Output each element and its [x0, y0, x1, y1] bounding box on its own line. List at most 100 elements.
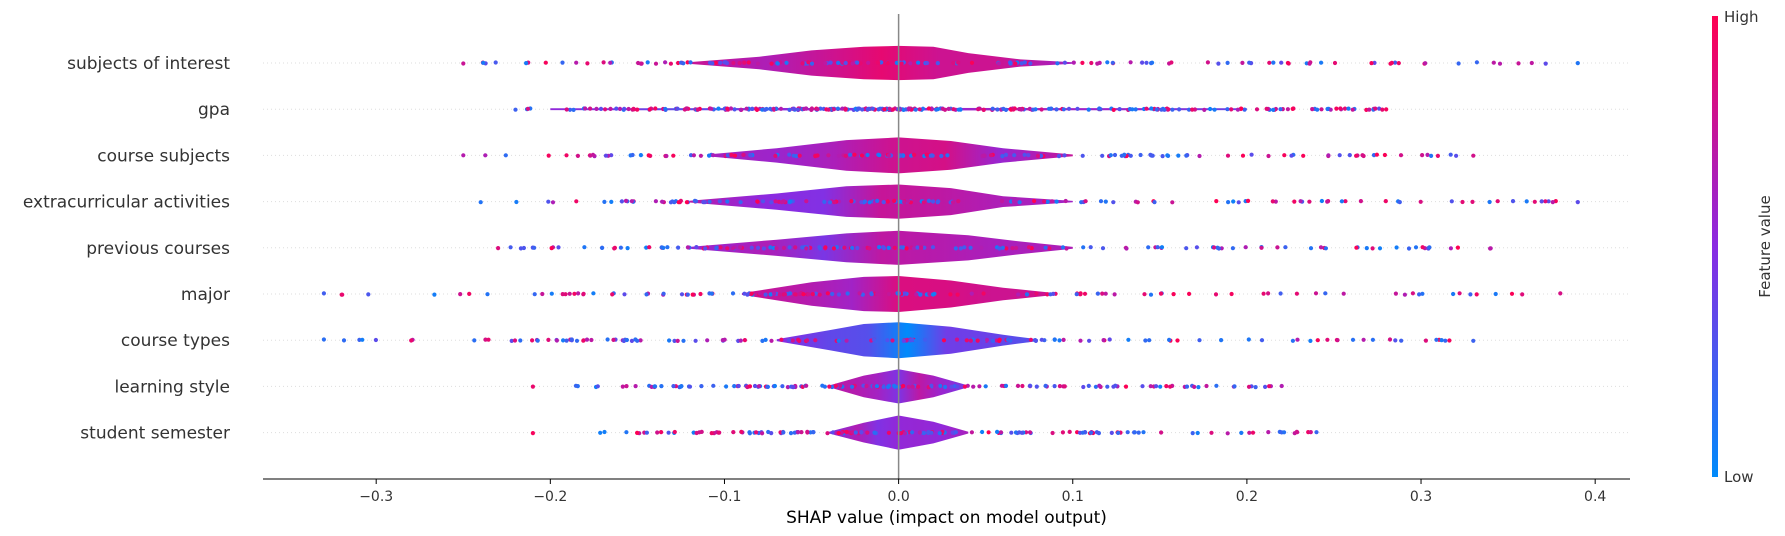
shap-point	[976, 107, 981, 112]
shap-point	[601, 60, 606, 65]
shap-point	[815, 107, 820, 112]
shap-point	[1279, 383, 1284, 389]
shap-point	[728, 106, 734, 111]
shap-point	[1208, 106, 1213, 112]
shap-point	[1232, 384, 1237, 389]
shap-point	[722, 337, 727, 342]
shap-point	[1116, 430, 1121, 435]
shap-point	[1123, 384, 1129, 389]
shap-point	[622, 292, 627, 297]
shap-point	[865, 430, 870, 435]
shap-point	[1325, 106, 1330, 112]
shap-point	[485, 292, 490, 297]
shap-point	[800, 61, 805, 66]
shap-point	[1081, 245, 1086, 250]
shap-point	[1039, 153, 1044, 158]
shap-point	[702, 200, 708, 205]
shap-point	[635, 107, 640, 112]
shap-point	[795, 107, 800, 112]
shap-point	[842, 245, 847, 250]
shap-point	[848, 152, 853, 157]
shap-point	[1387, 337, 1393, 342]
shap-point	[659, 430, 664, 435]
shap-point	[1075, 106, 1080, 111]
shap-point	[1164, 384, 1169, 389]
shap-point	[550, 200, 556, 205]
shap-point	[817, 292, 822, 297]
shap-point	[943, 384, 948, 390]
shap-point	[1148, 292, 1154, 297]
shap-point	[981, 107, 986, 112]
shap-point	[801, 292, 806, 297]
shap-point	[913, 338, 918, 343]
shap-point	[1332, 60, 1338, 66]
shap-point	[549, 246, 554, 251]
shap-point	[968, 245, 973, 250]
shap-point	[1397, 200, 1402, 205]
shap-point	[980, 429, 985, 435]
shap-point	[1026, 245, 1032, 250]
shap-point	[1175, 338, 1180, 343]
shap-point	[1225, 60, 1230, 65]
shap-point	[958, 246, 963, 251]
shap-point	[913, 107, 918, 112]
shap-point	[633, 384, 638, 389]
shap-point	[774, 246, 779, 251]
shap-point	[1152, 200, 1157, 205]
shap-point	[1105, 60, 1110, 65]
shap-point	[1289, 153, 1294, 158]
shap-point	[1382, 152, 1387, 158]
shap-point	[681, 338, 686, 343]
shap-point	[1372, 60, 1377, 65]
shap-point	[1259, 338, 1265, 343]
shap-point	[906, 106, 912, 111]
shap-point	[781, 430, 786, 435]
shap-point	[945, 153, 950, 158]
shap-point	[1246, 337, 1251, 342]
shap-point	[620, 384, 625, 389]
shap-point	[859, 430, 864, 435]
shap-point	[623, 198, 629, 203]
shap-point	[769, 200, 774, 205]
shap-point	[1342, 106, 1348, 111]
shap-point	[1062, 60, 1067, 65]
shap-point	[982, 153, 987, 158]
shap-point	[467, 291, 472, 296]
shap-point	[644, 430, 650, 435]
shap-point	[1064, 246, 1069, 251]
shap-point	[787, 107, 792, 112]
shap-point	[885, 384, 891, 390]
shap-point	[935, 107, 940, 112]
shap-point	[898, 153, 903, 158]
shap-point	[647, 107, 652, 112]
shap-point	[856, 106, 861, 111]
shap-point	[711, 383, 716, 388]
shap-point	[832, 200, 837, 205]
shap-point	[1202, 107, 1207, 112]
shap-point	[736, 383, 741, 389]
shap-point	[1062, 153, 1067, 158]
shap-point	[614, 106, 619, 111]
shap-point	[886, 245, 891, 250]
shap-point	[1420, 153, 1425, 158]
shap-point	[1282, 153, 1287, 158]
shap-point	[461, 153, 466, 158]
shap-point	[685, 245, 691, 250]
shap-point	[1242, 107, 1247, 112]
shap-point	[672, 200, 677, 205]
shap-point	[513, 107, 518, 112]
shap-point	[1045, 199, 1050, 204]
shap-point	[1022, 152, 1027, 157]
shap-point	[1015, 383, 1021, 388]
shap-point	[788, 431, 794, 436]
shap-point	[564, 153, 569, 158]
shap-point	[1209, 430, 1214, 435]
shap-point	[373, 337, 378, 343]
shap-point	[1149, 61, 1154, 66]
shap-point	[560, 292, 565, 297]
shap-point	[902, 291, 908, 296]
x-tick-label: 0.4	[1584, 489, 1606, 505]
shap-point	[983, 384, 988, 389]
shap-point	[1328, 107, 1333, 112]
shap-point	[687, 384, 693, 389]
